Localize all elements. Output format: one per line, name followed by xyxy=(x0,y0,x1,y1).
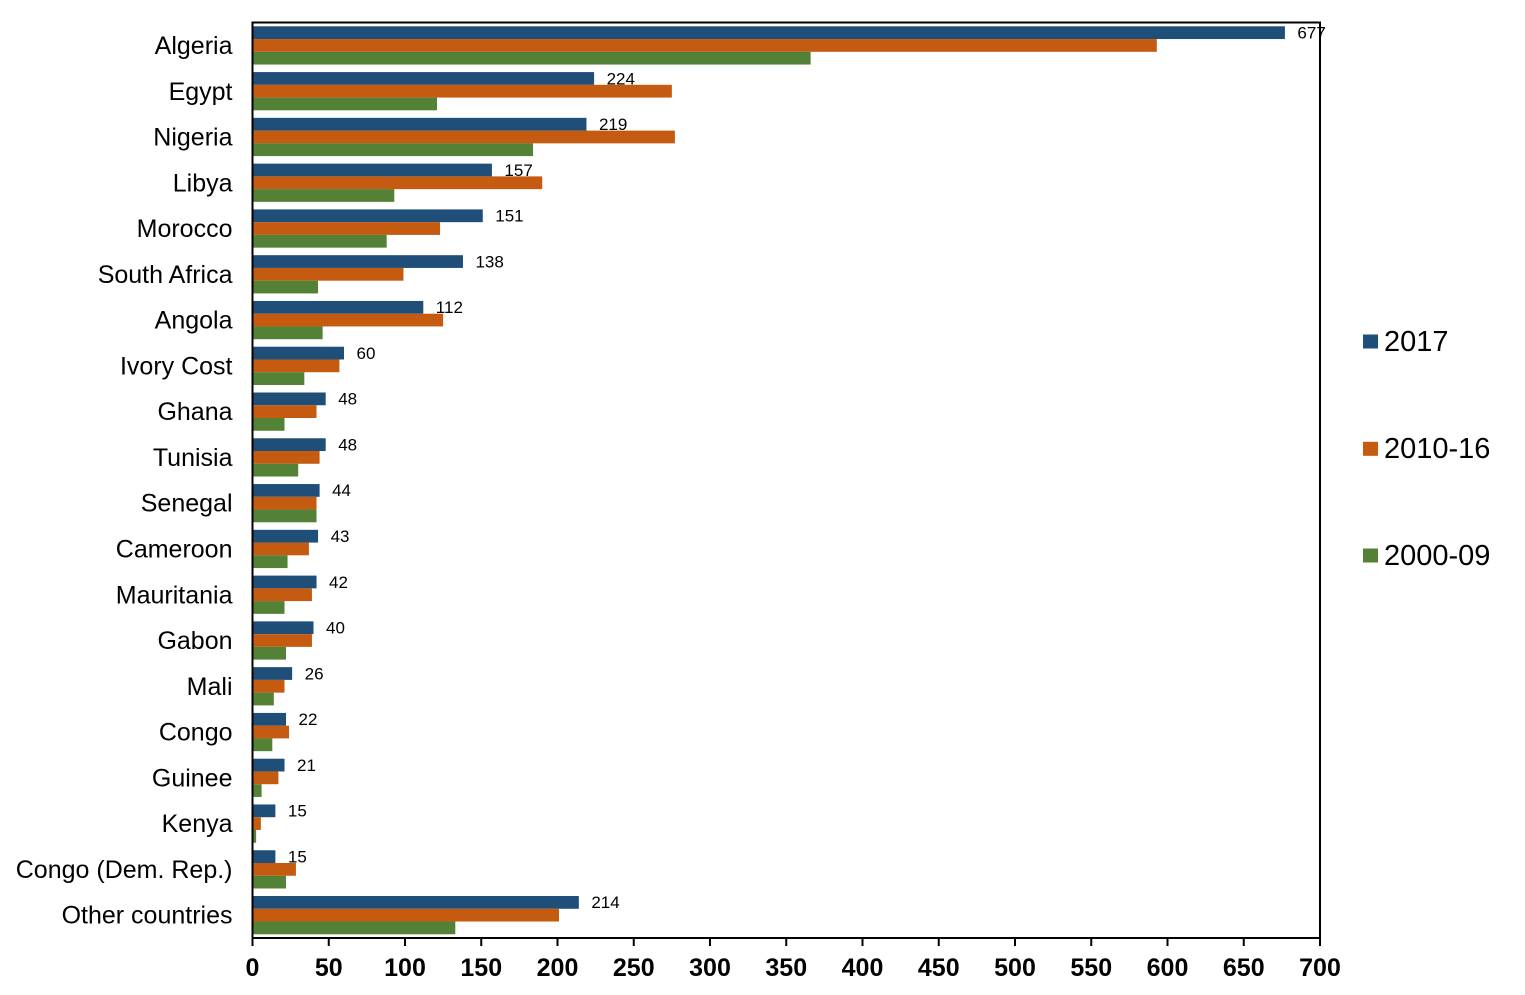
svg-text:Guinee: Guinee xyxy=(152,764,233,792)
svg-text:40: 40 xyxy=(326,619,345,638)
svg-text:26: 26 xyxy=(305,664,324,683)
svg-text:600: 600 xyxy=(1147,954,1189,982)
svg-text:650: 650 xyxy=(1223,954,1265,982)
svg-text:200: 200 xyxy=(537,954,579,982)
svg-text:15: 15 xyxy=(288,802,307,821)
svg-text:2000-09: 2000-09 xyxy=(1384,540,1490,572)
svg-text:43: 43 xyxy=(331,527,350,546)
svg-text:Mauritania: Mauritania xyxy=(116,581,233,609)
svg-text:138: 138 xyxy=(475,252,503,271)
svg-text:Congo: Congo xyxy=(159,719,233,747)
svg-text:Congo (Dem. Rep.): Congo (Dem. Rep.) xyxy=(16,856,233,884)
svg-text:151: 151 xyxy=(495,207,523,226)
svg-text:400: 400 xyxy=(842,954,884,982)
svg-text:2010-16: 2010-16 xyxy=(1384,433,1490,465)
svg-text:250: 250 xyxy=(613,954,655,982)
svg-text:224: 224 xyxy=(607,69,635,88)
svg-text:Mali: Mali xyxy=(187,673,233,701)
svg-text:2017: 2017 xyxy=(1384,326,1449,358)
svg-text:Senegal: Senegal xyxy=(141,490,233,518)
svg-text:Libya: Libya xyxy=(173,169,233,197)
svg-text:44: 44 xyxy=(332,481,351,500)
svg-text:Morocco: Morocco xyxy=(137,215,233,243)
svg-text:677: 677 xyxy=(1297,23,1325,42)
svg-text:15: 15 xyxy=(288,847,307,866)
svg-text:350: 350 xyxy=(765,954,807,982)
svg-text:60: 60 xyxy=(357,344,376,363)
svg-text:Ivory Cost: Ivory Cost xyxy=(120,352,233,380)
svg-text:700: 700 xyxy=(1299,954,1341,982)
svg-text:Egypt: Egypt xyxy=(169,78,233,106)
svg-text:Tunisia: Tunisia xyxy=(153,444,233,472)
svg-text:100: 100 xyxy=(384,954,426,982)
svg-text:Algeria: Algeria xyxy=(155,32,233,60)
svg-text:500: 500 xyxy=(994,954,1036,982)
svg-text:550: 550 xyxy=(1070,954,1112,982)
svg-text:Kenya: Kenya xyxy=(162,810,233,838)
svg-text:50: 50 xyxy=(315,954,343,982)
svg-text:219: 219 xyxy=(599,115,627,134)
svg-text:150: 150 xyxy=(460,954,502,982)
svg-text:Nigeria: Nigeria xyxy=(153,124,232,152)
svg-text:300: 300 xyxy=(689,954,731,982)
svg-text:Cameroon: Cameroon xyxy=(116,536,233,564)
svg-text:South Africa: South Africa xyxy=(98,261,233,289)
svg-text:450: 450 xyxy=(918,954,960,982)
svg-text:48: 48 xyxy=(338,435,357,454)
svg-text:Gabon: Gabon xyxy=(157,627,232,655)
svg-text:0: 0 xyxy=(246,954,260,982)
svg-text:Angola: Angola xyxy=(155,307,233,335)
svg-text:21: 21 xyxy=(297,756,316,775)
svg-text:112: 112 xyxy=(436,298,463,317)
svg-text:214: 214 xyxy=(591,893,619,912)
svg-text:22: 22 xyxy=(299,710,318,729)
svg-text:48: 48 xyxy=(338,390,357,409)
svg-text:157: 157 xyxy=(504,161,532,180)
svg-text:42: 42 xyxy=(329,573,348,592)
svg-text:Ghana: Ghana xyxy=(157,398,232,426)
svg-text:Other countries: Other countries xyxy=(62,902,233,930)
